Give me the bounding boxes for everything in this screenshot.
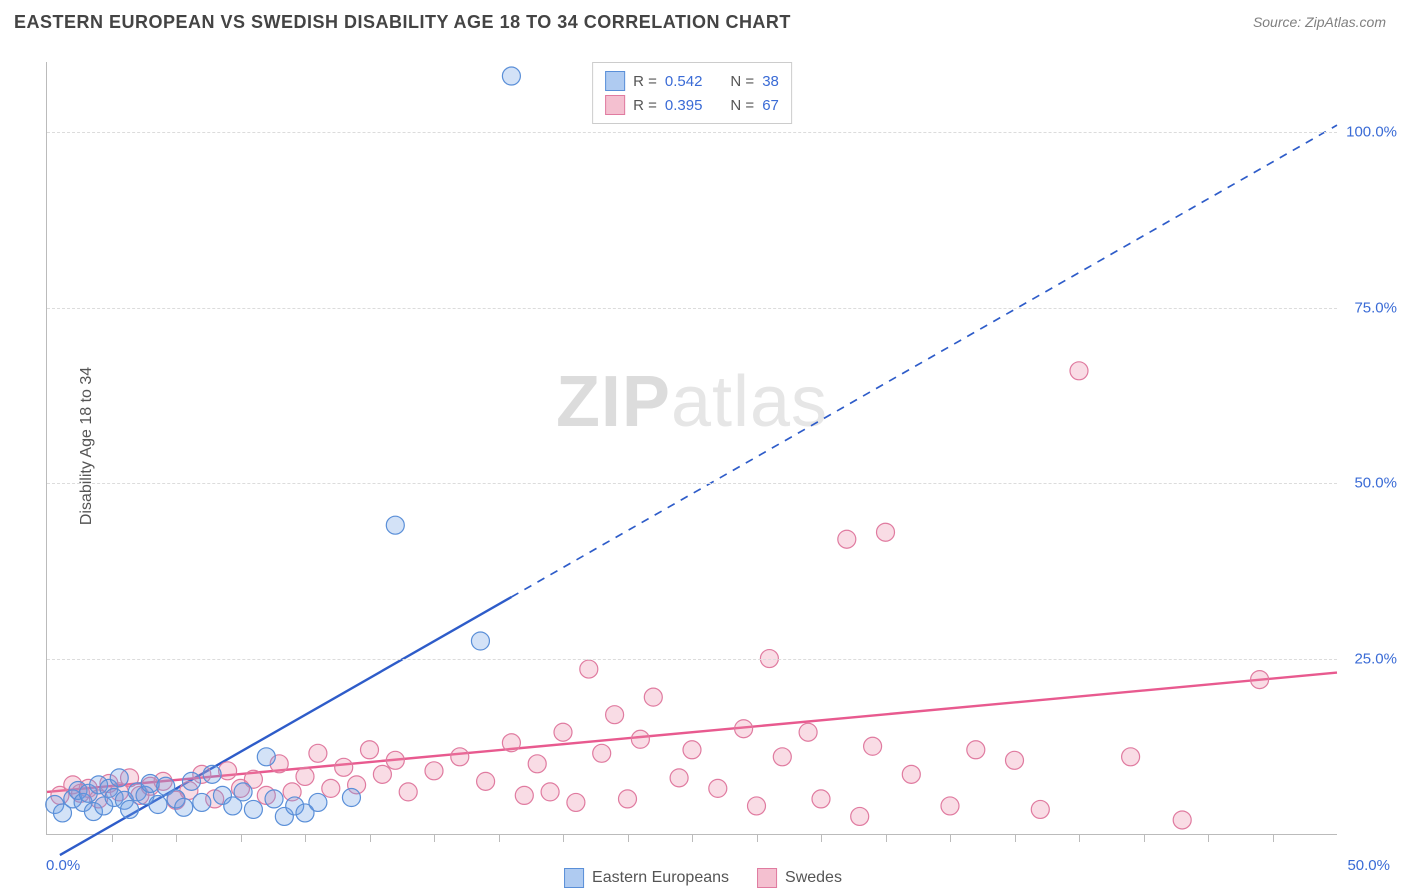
n-label: N =	[730, 97, 754, 114]
plot-area: ZIPatlas R = 0.542 N = 38 R = 0.395 N = …	[46, 62, 1337, 835]
bottom-legend: Eastern Europeans Swedes	[564, 868, 842, 888]
y-right-tick-label: 50.0%	[1354, 475, 1397, 492]
y-right-tick-label: 75.0%	[1354, 299, 1397, 316]
r-label: R =	[633, 73, 657, 90]
n-label: N =	[730, 73, 754, 90]
r-label: R =	[633, 97, 657, 114]
pink-r-value: 0.395	[665, 97, 703, 114]
source-name: ZipAtlas.com	[1305, 14, 1386, 30]
blue-n-value: 38	[762, 73, 779, 90]
source-label: Source: ZipAtlas.com	[1253, 14, 1386, 30]
header: EASTERN EUROPEAN VS SWEDISH DISABILITY A…	[0, 0, 1406, 40]
blue-r-value: 0.542	[665, 73, 703, 90]
legend-row-blue: R = 0.542 N = 38	[605, 69, 779, 93]
y-right-tick-label: 100.0%	[1346, 124, 1397, 141]
swatch-blue-icon	[564, 868, 584, 888]
swatch-pink-icon	[605, 95, 625, 115]
swatch-pink-icon	[757, 868, 777, 888]
top-legend: R = 0.542 N = 38 R = 0.395 N = 67	[592, 62, 792, 124]
chart-title: EASTERN EUROPEAN VS SWEDISH DISABILITY A…	[14, 12, 791, 33]
legend-pink-label: Swedes	[785, 869, 842, 887]
y-right-tick-label: 25.0%	[1354, 650, 1397, 667]
legend-item-pink: Swedes	[757, 868, 842, 888]
chart-svg	[47, 62, 1337, 834]
legend-item-blue: Eastern Europeans	[564, 868, 729, 888]
x-axis-max-label: 50.0%	[1347, 857, 1390, 874]
legend-row-pink: R = 0.395 N = 67	[605, 93, 779, 117]
pink-n-value: 67	[762, 97, 779, 114]
legend-blue-label: Eastern Europeans	[592, 869, 729, 887]
x-axis-min-label: 0.0%	[46, 857, 80, 874]
source-prefix: Source:	[1253, 14, 1305, 30]
swatch-blue-icon	[605, 71, 625, 91]
